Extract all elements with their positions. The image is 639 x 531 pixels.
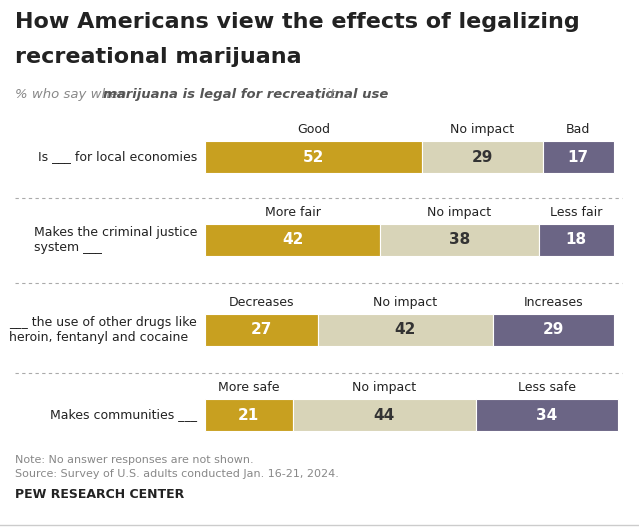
Text: More safe: More safe [218,381,279,394]
Text: 27: 27 [250,322,272,338]
Text: No impact: No impact [352,381,417,394]
Text: Is ___ for local economies: Is ___ for local economies [38,150,197,164]
Text: How Americans view the effects of legalizing: How Americans view the effects of legali… [15,12,580,32]
Text: PEW RESEARCH CENTER: PEW RESEARCH CENTER [15,488,184,501]
Text: Bad: Bad [566,123,590,136]
Text: More fair: More fair [265,206,321,219]
Text: Decreases: Decreases [229,296,294,309]
Bar [205,399,293,431]
Text: , it ...: , it ... [318,88,352,101]
Bar [422,141,543,173]
Text: 18: 18 [566,233,587,247]
Text: 21: 21 [238,407,259,423]
Text: 29: 29 [543,322,564,338]
Text: 42: 42 [282,233,304,247]
Text: Note: No answer responses are not shown.: Note: No answer responses are not shown. [15,455,254,465]
Text: Less safe: Less safe [518,381,576,394]
Text: Less fair: Less fair [550,206,603,219]
Text: No impact: No impact [450,123,514,136]
Bar [205,224,380,256]
Bar [476,399,618,431]
Text: No impact: No impact [373,296,437,309]
Text: Good: Good [297,123,330,136]
Text: No impact: No impact [427,206,491,219]
Text: 29: 29 [472,150,493,165]
Text: 52: 52 [303,150,324,165]
Bar [493,314,613,346]
Text: 17: 17 [567,150,589,165]
Bar [205,141,422,173]
Bar [205,314,318,346]
Bar [380,224,539,256]
Text: Increases: Increases [523,296,583,309]
Text: marijuana is legal for recreational use: marijuana is legal for recreational use [103,88,389,101]
Text: % who say when: % who say when [15,88,130,101]
Text: 42: 42 [394,322,416,338]
Text: 34: 34 [536,407,558,423]
Text: ___ the use of other drugs like
heroin, fentanyl and cocaine: ___ the use of other drugs like heroin, … [9,316,197,344]
Bar [293,399,476,431]
Text: recreational marijuana: recreational marijuana [15,47,302,67]
Text: Source: Survey of U.S. adults conducted Jan. 16-21, 2024.: Source: Survey of U.S. adults conducted … [15,469,339,479]
Bar [539,224,613,256]
Bar [543,141,613,173]
Text: Makes communities ___: Makes communities ___ [50,408,197,422]
Text: 44: 44 [374,407,395,423]
Text: Makes the criminal justice
system ___: Makes the criminal justice system ___ [34,226,197,254]
Text: 38: 38 [449,233,470,247]
Bar [318,314,493,346]
